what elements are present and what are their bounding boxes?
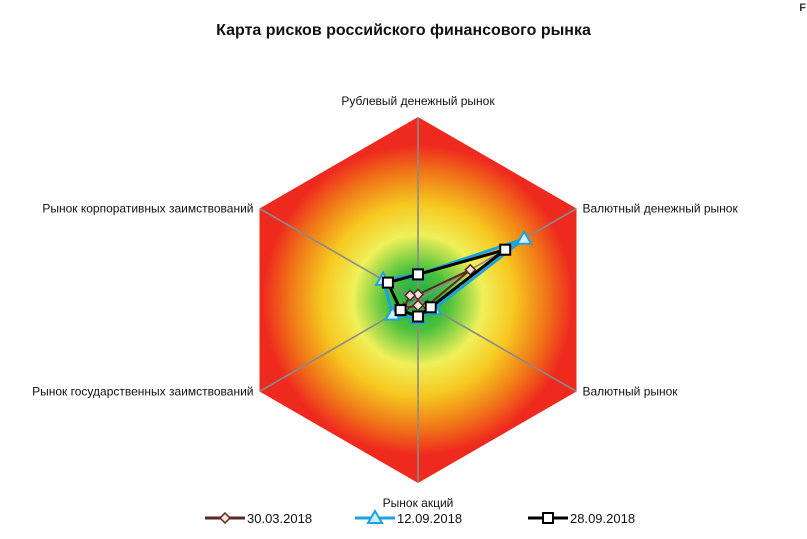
axis-label: Рынок корпоративных заимствований <box>42 202 253 216</box>
data-point <box>394 304 407 317</box>
data-point <box>412 268 424 281</box>
data-point <box>515 229 533 245</box>
axis-label: Рублевый денежный рынок <box>341 94 495 108</box>
legend-label: 30.03.2018 <box>247 511 312 526</box>
legend-label: 28.09.2018 <box>570 511 635 526</box>
legend-item: 30.03.2018 <box>205 511 312 526</box>
axis-label: Валютный денежный рынок <box>583 202 739 216</box>
legend-label: 12.09.2018 <box>397 511 462 526</box>
data-point <box>412 310 424 323</box>
data-point <box>542 512 554 524</box>
legend-item: 28.09.2018 <box>528 511 635 526</box>
axis-label: Валютный рынок <box>583 385 679 399</box>
data-point <box>381 276 394 289</box>
legend: 30.03.2018 12.09.2018 28.09.2018 <box>205 509 635 526</box>
axis-line <box>417 299 577 393</box>
data-point <box>404 289 417 302</box>
data-point <box>218 511 232 525</box>
data-point <box>499 243 512 256</box>
chart-title: Карта рисков российского финансового рын… <box>216 22 591 39</box>
series-28.09.2018 <box>381 243 512 323</box>
legend-item: 12.09.2018 <box>355 509 462 526</box>
axis-label: Рынок акций <box>383 496 454 510</box>
series-layer <box>374 229 533 325</box>
data-point <box>424 301 437 314</box>
corner-mark: F <box>799 2 806 14</box>
axis-label: Рынок государственных заимствований <box>32 385 253 399</box>
axis-labels: Рублевый денежный рынок Валютный денежный… <box>32 94 738 510</box>
data-point <box>366 509 384 524</box>
